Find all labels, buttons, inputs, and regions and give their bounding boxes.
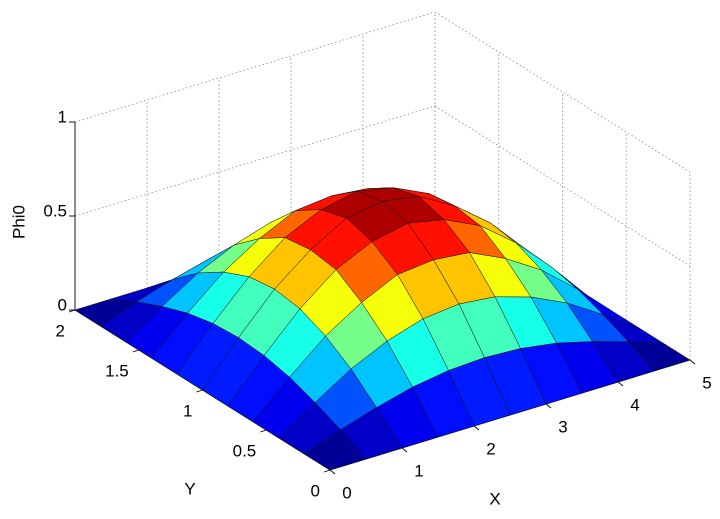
grid-line: [74, 105, 436, 217]
x-tick: [545, 403, 552, 409]
y-tick-label: 0.5: [233, 441, 257, 460]
surface-patch: [304, 429, 367, 471]
x-tick: [329, 469, 336, 475]
y-tick: [196, 389, 203, 393]
x-tick: [473, 425, 480, 431]
x-tick-label: 0: [342, 483, 351, 502]
x-tick: [617, 381, 624, 387]
y-tick: [323, 469, 331, 473]
z-axis-label: Phi0: [9, 205, 28, 239]
x-tick: [689, 359, 696, 365]
x-tick-label: 2: [486, 439, 495, 458]
x-tick-label: 4: [630, 395, 639, 414]
z-tick-label: 0: [58, 295, 67, 314]
y-tick-label: 1: [183, 401, 192, 420]
x-axis-label: X: [489, 489, 500, 508]
z-tick-label: 1: [58, 107, 67, 126]
x-tick-label: 1: [414, 461, 423, 480]
x-tick: [401, 447, 408, 453]
y-tick: [260, 429, 267, 433]
x-tick-label: 5: [702, 373, 711, 392]
x-tick-label: 3: [558, 417, 567, 436]
y-tick-label: 2: [56, 321, 65, 340]
y-tick-label: 1.5: [105, 361, 129, 380]
y-tick-label: 0: [311, 481, 320, 500]
grid-line: [74, 11, 436, 123]
z-tick-label: 0.5: [43, 201, 67, 220]
y-axis-label: Y: [184, 479, 195, 498]
y-tick: [132, 349, 139, 353]
